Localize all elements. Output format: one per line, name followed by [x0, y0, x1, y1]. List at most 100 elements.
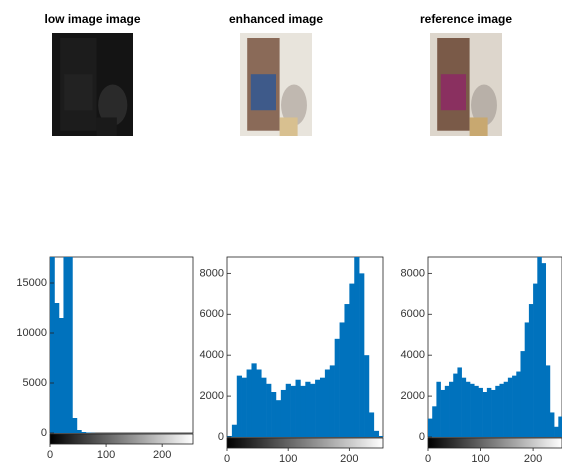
x-tick-label: 100: [471, 453, 489, 465]
bar: [436, 382, 441, 437]
bar: [504, 382, 509, 437]
y-tick-label: 4000: [401, 349, 425, 361]
bar: [542, 263, 547, 437]
y-tick-label: 6000: [200, 308, 224, 320]
bar: [54, 303, 59, 433]
x-tick-label: 200: [524, 453, 542, 465]
bar: [281, 390, 286, 437]
image-title: reference image: [420, 12, 512, 26]
image-clothes: [251, 74, 276, 110]
bar: [462, 378, 467, 437]
bar: [344, 304, 349, 437]
bar: [529, 304, 534, 437]
bar: [546, 365, 551, 437]
bar: [470, 384, 475, 437]
bar: [537, 253, 542, 437]
bar: [491, 390, 496, 437]
bar: [232, 425, 237, 437]
y-tick-label: 5000: [23, 377, 47, 389]
bar: [247, 370, 252, 438]
bar: [251, 363, 256, 437]
image: [430, 33, 502, 136]
x-tick-label: 0: [47, 449, 53, 461]
bar: [374, 431, 379, 437]
image-box: [97, 117, 117, 136]
bar: [512, 376, 517, 437]
y-tick-label: 10000: [16, 327, 47, 339]
bar: [340, 322, 345, 437]
bar: [237, 376, 242, 437]
y-tick-label: 0: [218, 431, 224, 443]
y-tick-label: 8000: [401, 267, 425, 279]
bar: [441, 390, 446, 437]
bar: [466, 382, 471, 437]
bar: [77, 430, 82, 433]
bar: [256, 370, 261, 438]
x-tick-label: 0: [224, 453, 230, 465]
image-clothes: [441, 74, 466, 110]
bar: [364, 355, 369, 437]
image: [52, 33, 133, 136]
bar: [291, 386, 296, 437]
y-tick-label: 8000: [200, 267, 224, 279]
bar: [63, 173, 68, 433]
page: low image image enhanced image reference i…: [0, 0, 562, 466]
bar: [276, 400, 281, 437]
bar: [310, 384, 315, 437]
bar: [558, 417, 562, 437]
bar: [335, 339, 340, 437]
figure: low image image enhanced image reference i…: [0, 0, 562, 466]
image-box: [280, 117, 298, 136]
bar: [499, 384, 504, 437]
y-tick-label: 6000: [401, 308, 425, 320]
bar: [483, 392, 488, 437]
x-tick-label: 0: [425, 453, 431, 465]
bar: [550, 412, 555, 437]
bar: [305, 382, 310, 437]
bar: [296, 380, 301, 437]
bar: [261, 378, 266, 437]
bar: [449, 382, 454, 437]
x-tick-label: 100: [279, 453, 297, 465]
image-box: [470, 117, 488, 136]
image-clothes: [64, 74, 92, 110]
bar: [68, 213, 73, 433]
bar: [72, 418, 77, 433]
image-title: enhanced image: [229, 12, 323, 26]
x-tick-label: 200: [153, 449, 171, 461]
bar: [520, 351, 525, 437]
colorbar: [50, 434, 193, 444]
bar: [359, 273, 364, 437]
bar: [320, 378, 325, 437]
bar: [349, 284, 354, 437]
bar: [81, 432, 86, 433]
bar: [271, 392, 276, 437]
image: [240, 33, 312, 136]
bar: [478, 388, 483, 437]
bar: [266, 384, 271, 437]
bar: [86, 433, 91, 434]
bar: [369, 412, 374, 437]
bar: [457, 367, 462, 437]
bar: [453, 374, 458, 437]
bar: [300, 386, 305, 437]
bar: [516, 372, 521, 437]
colorbar: [428, 438, 562, 448]
bar: [508, 378, 513, 437]
bar: [242, 378, 247, 437]
x-tick-label: 200: [340, 453, 358, 465]
bar: [50, 243, 55, 433]
y-tick-label: 15000: [16, 277, 47, 289]
bar: [354, 249, 359, 437]
bar: [445, 386, 450, 437]
bar: [286, 384, 291, 437]
bar: [428, 419, 433, 437]
bar: [330, 365, 335, 437]
y-tick-label: 0: [41, 427, 47, 439]
bar: [495, 386, 500, 437]
bar: [554, 427, 559, 437]
bar: [432, 406, 437, 437]
y-tick-label: 2000: [200, 390, 224, 402]
y-tick-label: 2000: [401, 390, 425, 402]
image-title: low image image: [44, 12, 140, 26]
